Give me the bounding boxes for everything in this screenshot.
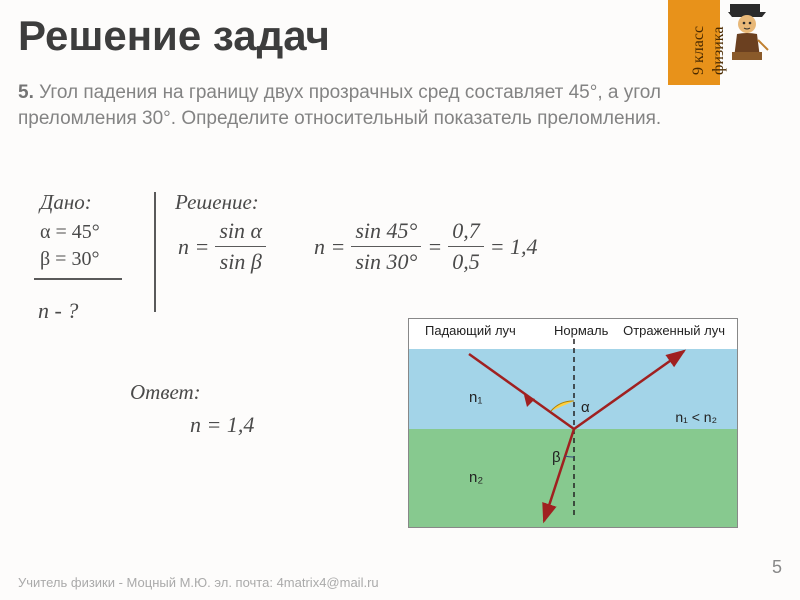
- solution-title: Решение:: [175, 190, 259, 215]
- f2-eq1: =: [421, 234, 448, 259]
- label-beta: β: [552, 449, 561, 466]
- given-title: Дано:: [40, 190, 100, 215]
- page-title: Решение задач: [18, 12, 330, 60]
- tab-line-1: 9 класс: [690, 26, 708, 75]
- formula-general: n = sin α sin β: [172, 218, 266, 275]
- given-vline: [154, 192, 156, 312]
- f1-lhs: n =: [172, 234, 215, 259]
- f2-lhs: n =: [308, 234, 351, 259]
- problem-number: 5.: [18, 82, 34, 103]
- problem-text: Угол падения на границу двух прозрачных …: [18, 82, 661, 129]
- f2-num1: sin 45°: [351, 218, 421, 247]
- label-n1: n₁: [469, 389, 482, 406]
- f2-den1: sin 30°: [351, 247, 421, 275]
- f2-num2: 0,7: [448, 218, 484, 247]
- label-relation: n₁ < n₂: [675, 409, 717, 425]
- label-normal: Нормаль: [554, 323, 608, 338]
- formula-numeric: n = sin 45° sin 30° = 0,7 0,5 = 1,4: [308, 218, 544, 275]
- label-alpha: α: [581, 399, 590, 416]
- given-beta: β = 30°: [40, 248, 100, 271]
- page-number: 5: [772, 557, 782, 578]
- f1-den: sin β: [215, 247, 266, 275]
- teacher-icon: [722, 2, 772, 60]
- f1-num: sin α: [215, 218, 266, 247]
- refraction-diagram: Падающий луч Нормаль Отраженный луч n₁ n…: [408, 318, 738, 528]
- footer-credit: Учитель физики - Моцный М.Ю. эл. почта: …: [18, 575, 379, 590]
- f2-den2: 0,5: [448, 247, 484, 275]
- given-alpha: α = 45°: [40, 221, 100, 244]
- given-divider: [34, 278, 122, 280]
- class-tab: 9 класс физика: [668, 0, 720, 85]
- label-incident: Падающий луч: [425, 323, 516, 338]
- answer-title: Ответ:: [130, 380, 201, 405]
- problem-statement: 5. Угол падения на границу двух прозрачн…: [18, 80, 782, 131]
- answer-value: n = 1,4: [190, 412, 254, 438]
- unknown: n - ?: [38, 298, 78, 324]
- f2-res: = 1,4: [484, 234, 544, 259]
- given-block: Дано: α = 45° β = 30°: [40, 190, 100, 275]
- label-n2: n₂: [469, 469, 483, 486]
- label-reflected: Отраженный луч: [623, 323, 725, 338]
